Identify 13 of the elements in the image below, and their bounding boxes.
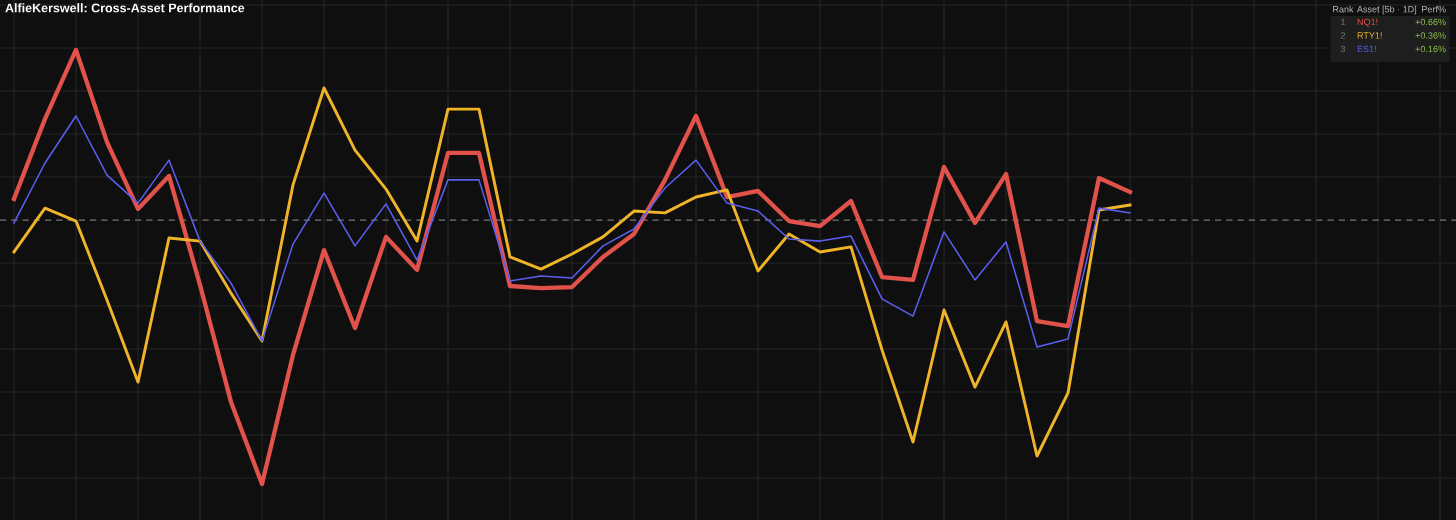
text: ES1! <box>1357 45 1376 53</box>
text: Rank <box>1333 5 1354 13</box>
text: 1 <box>1341 18 1346 26</box>
chart-title: AlfieKerswell: Cross-Asset Performance <box>5 3 245 13</box>
text: +0.16% <box>1415 45 1446 53</box>
text: +0.36% <box>1415 32 1446 39</box>
text: NQ1! <box>1357 18 1378 27</box>
text: +0.66% <box>1415 18 1446 26</box>
text: RTY1! <box>1357 32 1382 39</box>
text: Perf% <box>1422 5 1446 13</box>
text: 3 <box>1340 45 1346 53</box>
text: Asset [5b · 1D] <box>1357 5 1417 15</box>
text: 2 <box>1340 32 1346 39</box>
